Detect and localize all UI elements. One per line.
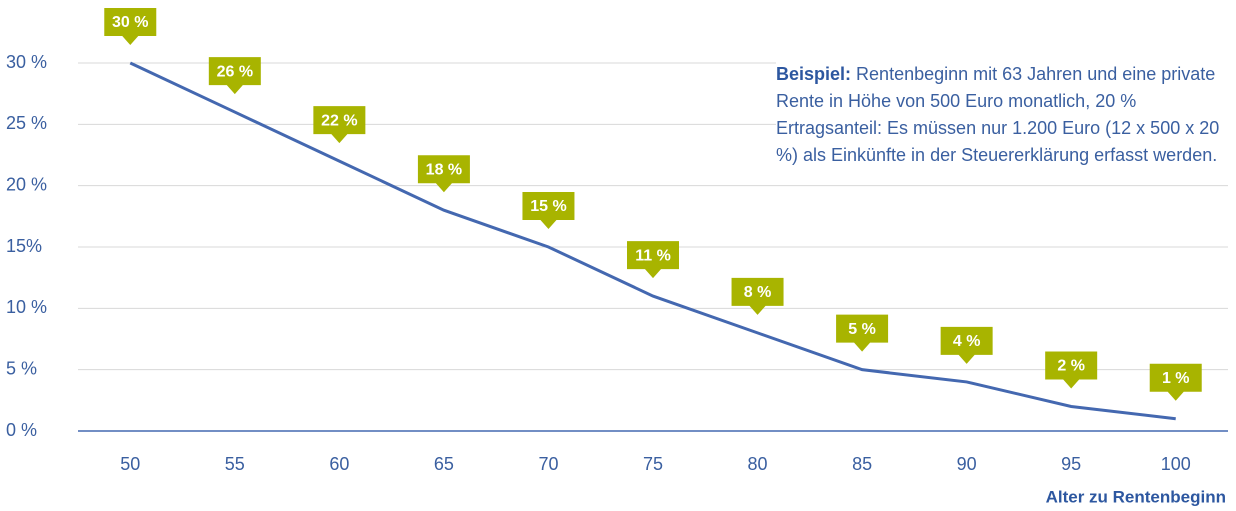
label-box <box>836 314 889 352</box>
data-label: 26 % <box>217 63 253 80</box>
x-tick-label: 50 <box>120 454 140 474</box>
data-label: 2 % <box>1057 358 1085 375</box>
data-label: 5 % <box>848 321 876 338</box>
label-box <box>940 326 993 364</box>
label-box <box>313 106 366 144</box>
y-tick-label: 20 % <box>6 174 47 194</box>
label-box <box>417 155 470 193</box>
x-tick-label: 90 <box>957 454 977 474</box>
y-tick-label: 25 % <box>6 113 47 133</box>
data-label: 11 % <box>635 247 671 264</box>
y-tick-label: 0 % <box>6 420 37 440</box>
data-label: 15 % <box>530 198 566 215</box>
x-tick-label: 65 <box>434 454 454 474</box>
line <box>129 61 1176 421</box>
annotation: Beispiel: Rentenbeginn mit 63 Jahren und… <box>776 61 1235 169</box>
y-tick-label: 10 % <box>6 297 47 317</box>
x-tick-label: 75 <box>643 454 663 474</box>
y-tick-label: 5 % <box>6 358 37 378</box>
label-box <box>627 241 679 279</box>
y-tick-label: 15% <box>6 236 42 256</box>
x-tick-label: 100 <box>1161 454 1191 474</box>
label-box <box>1149 363 1202 401</box>
data-label: 22 % <box>321 112 357 129</box>
data-label: 8 % <box>744 284 772 301</box>
x-tick-label: 85 <box>852 454 872 474</box>
x-tick-label: 95 <box>1061 454 1081 474</box>
label-box <box>104 8 157 45</box>
x-tick-label: 70 <box>538 454 558 474</box>
label-box <box>731 277 784 315</box>
annotation-text: Rentenbeginn mit 63 Jahren und eine priv… <box>776 64 1220 165</box>
data-label: 4 % <box>953 333 981 350</box>
x-axis-label: Alter zu Rentenbeginn <box>1046 487 1226 506</box>
data-label: 18 % <box>426 161 462 178</box>
label-box <box>1045 351 1098 389</box>
x-tick-label: 55 <box>225 454 245 474</box>
data-label: 1 % <box>1162 370 1190 387</box>
x-tick-label: 80 <box>748 454 768 474</box>
y-tick-label: 30 % <box>6 52 47 72</box>
annotation-label: Beispiel: <box>776 64 852 84</box>
label-box <box>208 57 261 95</box>
data-label: 30 % <box>112 14 148 31</box>
x-tick-label: 60 <box>329 454 349 474</box>
label-box <box>522 192 575 229</box>
